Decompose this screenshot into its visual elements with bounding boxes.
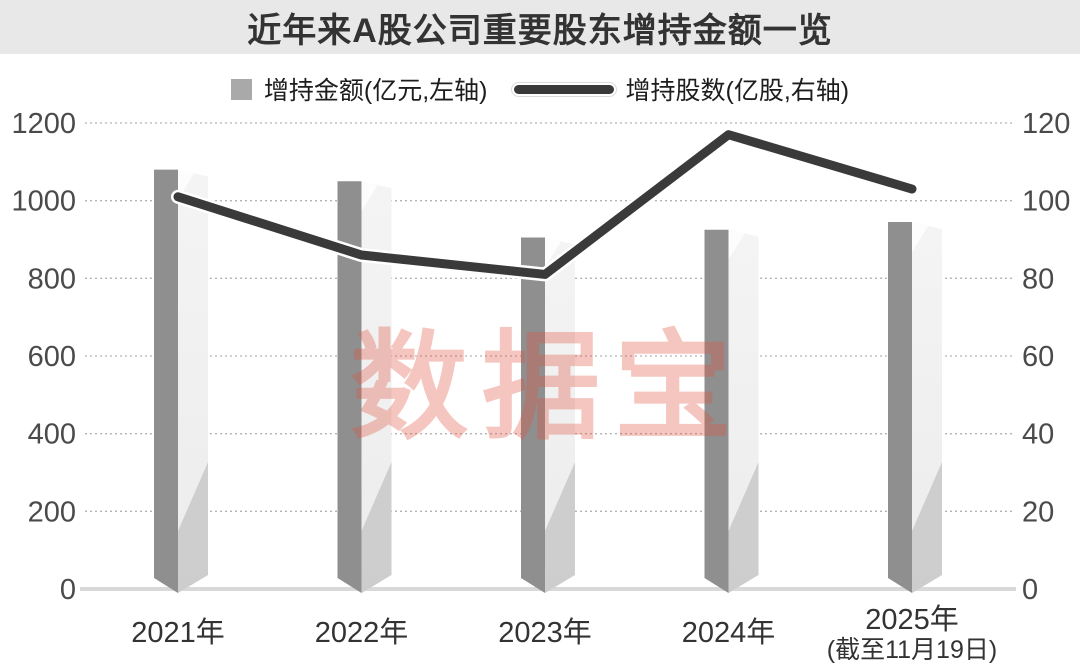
bar-dark-face-2023年 — [521, 237, 545, 593]
left-axis-tick: 200 — [28, 496, 76, 528]
right-axis-tick: 0 — [1022, 574, 1038, 606]
bar-shade-band — [361, 462, 392, 593]
chart-header: 近年来A股公司重要股东增持金额一览 — [0, 0, 1080, 54]
bar-shade-band — [178, 462, 208, 593]
right-axis-tick: 100 — [1022, 186, 1070, 218]
legend-item-shares: 增持股数(亿股,右轴) — [513, 71, 850, 107]
bar-shade-band — [728, 462, 759, 593]
bar-dark-face-2025年 — [888, 222, 912, 593]
bar-swatch-icon — [230, 78, 252, 100]
bar-shade-band — [545, 462, 575, 593]
x-axis-label: 2024年 — [682, 616, 776, 649]
x-axis-label: 2021年 — [131, 616, 225, 649]
right-axis-tick: 20 — [1022, 496, 1054, 528]
legend-item-amount: 增持金额(亿元,左轴) — [230, 71, 488, 107]
bar-dark-face-2022年 — [337, 181, 362, 593]
left-axis-tick: 1200 — [11, 108, 76, 140]
right-axis-tick: 120 — [1022, 108, 1070, 140]
bar-top-highlight — [912, 222, 928, 253]
left-axis-tick: 0 — [60, 574, 76, 606]
bar-top-highlight — [361, 181, 378, 212]
x-axis-label: 2025年 — [865, 603, 959, 636]
left-axis-tick: 1000 — [11, 186, 76, 218]
line-swatch-icon — [513, 84, 614, 94]
line-series — [173, 130, 917, 279]
right-axis-tick: 60 — [1022, 341, 1054, 373]
right-axis-tick: 80 — [1022, 263, 1054, 295]
chart-title: 近年来A股公司重要股东增持金额一览 — [247, 11, 833, 50]
x-axis-label-note: (截至11月19日) — [827, 636, 997, 664]
bar-top-highlight — [545, 237, 561, 268]
left-axis-tick: 800 — [28, 263, 76, 295]
bar-top-highlight — [728, 229, 745, 260]
bar-dark-face-2021年 — [154, 169, 178, 593]
bar-shade-band — [912, 462, 942, 593]
right-axis-tick: 40 — [1022, 419, 1054, 451]
legend-label-shares: 增持股数(亿股,右轴) — [625, 77, 850, 105]
watermark: 数据宝 — [350, 322, 746, 454]
bar-dark-face-2024年 — [704, 229, 729, 593]
x-axis-label: 2023年 — [498, 616, 592, 649]
left-axis-tick: 400 — [28, 419, 76, 451]
chart-legend: 增持金额(亿元,左轴) 增持股数(亿股,右轴) — [0, 70, 1080, 108]
legend-label-amount: 增持金额(亿元,左轴) — [263, 77, 488, 105]
x-axis-label: 2022年 — [315, 616, 409, 649]
left-axis-tick: 600 — [28, 341, 76, 373]
